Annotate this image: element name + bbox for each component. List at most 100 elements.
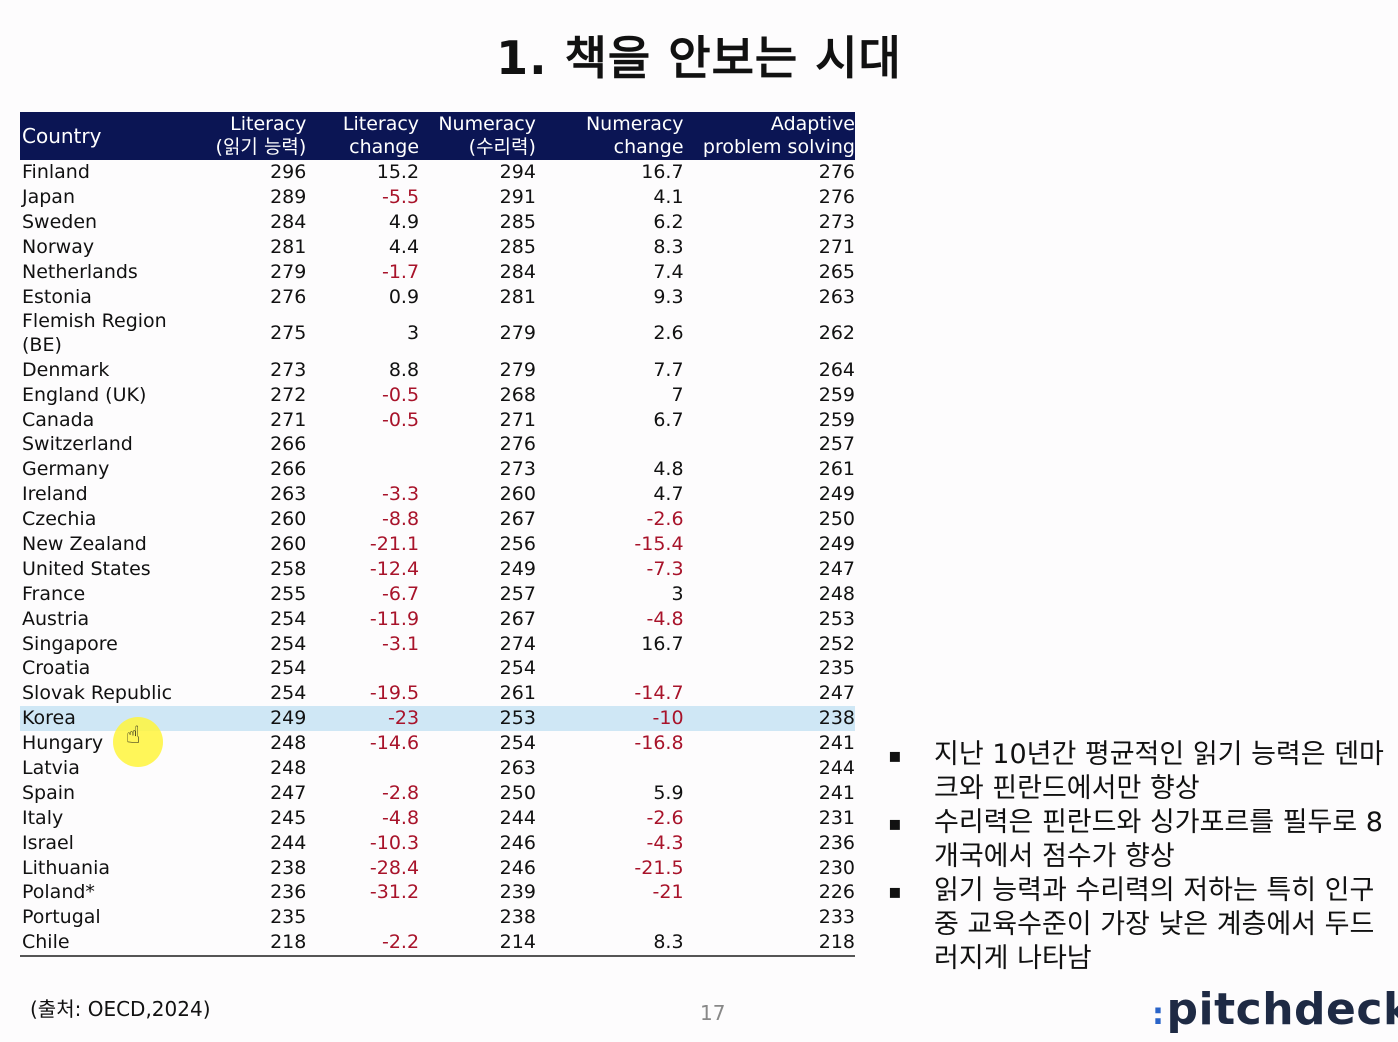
numeracy-cell: 257	[499, 582, 536, 605]
table-row: Flemish Region (BE) 275 3 279 2.6 262	[20, 309, 855, 357]
header-literacy-line1: Literacy	[230, 113, 307, 135]
literacy-cell: 245	[270, 806, 307, 829]
literacy-change-cell: -3.1	[381, 632, 420, 655]
literacy-change-cell: -14.6	[369, 732, 420, 755]
country-cell: Denmark	[22, 358, 110, 381]
literacy-cell: 248	[270, 732, 307, 755]
numeracy-cell: 279	[499, 358, 536, 381]
literacy-change-cell: -0.5	[381, 383, 420, 406]
numeracy-cell: 238	[499, 906, 536, 929]
adaptive-cell: 244	[818, 757, 855, 780]
numeracy-change-cell: 7.4	[653, 261, 684, 283]
header-numeracy-line1: Numeracy	[438, 113, 536, 135]
table-row: Singapore 254 -3.1 274 16.7 252	[20, 631, 855, 656]
numeracy-cell: 284	[499, 261, 536, 283]
cursor-highlight	[113, 717, 163, 767]
adaptive-cell: 218	[683, 929, 855, 957]
bullet-item: ▪ 지난 10년간 평균적인 읽기 능력은 덴마크와 핀란드에서만 향상	[888, 738, 1388, 806]
literacy-change-cell: -10.3	[369, 831, 420, 854]
adaptive-cell: 264	[818, 358, 855, 381]
table-row: Hungary 248 -14.6 254 -16.8 241	[20, 731, 855, 756]
numeracy-change-cell: -2.6	[646, 508, 684, 531]
numeracy-cell: 276	[499, 433, 536, 456]
table-row: Estonia 276 0.9 281 9.3 263	[20, 284, 855, 309]
literacy-cell: 284	[270, 211, 307, 234]
literacy-cell: 271	[270, 408, 307, 431]
numeracy-cell: 261	[499, 682, 536, 705]
table-row: Latvia 248 263 244	[20, 756, 855, 781]
numeracy-change-cell: 6.7	[653, 408, 684, 431]
table-row: Finland 296 15.2 294 16.7 276	[20, 160, 855, 185]
country-cell: Netherlands	[22, 261, 138, 283]
literacy-cell: 289	[270, 186, 307, 209]
numeracy-cell: 285	[499, 211, 536, 234]
numeracy-change-cell	[536, 756, 684, 781]
adaptive-cell: 276	[818, 161, 855, 184]
header-numeracy-change-line2: change	[613, 136, 684, 158]
literacy-cell: 279	[270, 261, 307, 283]
numeracy-cell: 294	[499, 161, 536, 184]
literacy-change-cell: -28.4	[369, 856, 420, 879]
literacy-cell: 276	[270, 285, 307, 308]
literacy-change-cell: -19.5	[369, 682, 420, 705]
country-cell: Korea	[20, 705, 212, 731]
literacy-cell: 266	[270, 433, 307, 456]
table-row: Croatia 254 254 235	[20, 656, 855, 681]
numeracy-change-cell: -10	[535, 705, 684, 731]
numeracy-change-cell: -2.6	[646, 806, 684, 829]
numeracy-change-cell	[536, 656, 684, 681]
country-cell: Germany	[22, 458, 110, 481]
table-row: New Zealand 260 -21.1 256 -15.4 249	[20, 532, 855, 557]
literacy-change-cell: -12.4	[369, 557, 420, 580]
literacy-change-cell: -6.7	[381, 582, 420, 605]
literacy-change-cell	[306, 656, 419, 681]
literacy-change-cell	[306, 432, 419, 457]
numeracy-change-cell: -15.4	[634, 533, 684, 556]
table-row: Spain 247 -2.8 250 5.9 241	[20, 780, 855, 805]
literacy-change-cell	[306, 457, 419, 482]
literacy-change-cell: -2.2	[306, 929, 420, 957]
country-cell: United States	[22, 557, 151, 580]
numeracy-cell: 253	[419, 705, 536, 731]
literacy-change-cell	[306, 756, 419, 781]
literacy-cell: 248	[270, 757, 307, 780]
literacy-cell: 244	[270, 831, 307, 854]
adaptive-cell: 247	[818, 557, 855, 580]
adaptive-cell: 247	[818, 682, 855, 705]
numeracy-cell: 271	[499, 408, 536, 431]
numeracy-cell: 281	[499, 285, 536, 308]
literacy-change-cell	[306, 905, 419, 930]
numeracy-change-cell: 8.3	[535, 929, 684, 957]
adaptive-cell: 241	[818, 781, 855, 804]
header-adaptive-line2: problem solving	[702, 136, 855, 158]
table-row: Ireland 263 -3.3 260 4.7 249	[20, 482, 855, 507]
table-row: Chile 218 -2.2 214 8.3 218	[20, 929, 855, 957]
table-row: Korea 249 -23 253 -10 238	[20, 705, 855, 731]
literacy-cell: 273	[270, 358, 307, 381]
header-country: Country	[20, 112, 212, 160]
numeracy-change-cell: -4.3	[646, 831, 684, 854]
country-cell: Hungary	[22, 732, 104, 755]
logo-text: pitchdeck	[1166, 984, 1398, 1035]
header-numeracy-line2: (수리력)	[468, 136, 536, 158]
adaptive-cell: 263	[818, 285, 855, 308]
table-row: Germany 266 273 4.8 261	[20, 457, 855, 482]
literacy-change-cell: 0.9	[388, 285, 420, 308]
numeracy-cell: 268	[499, 383, 536, 406]
country-cell: Chile	[20, 929, 212, 957]
country-cell: Poland*	[22, 881, 95, 904]
numeracy-cell: 214	[419, 929, 536, 957]
table-row: Austria 254 -11.9 267 -4.8 253	[20, 606, 855, 631]
literacy-change-cell: -8.8	[381, 508, 420, 531]
literacy-change-cell: -21.1	[369, 533, 420, 556]
adaptive-cell: 252	[818, 632, 855, 655]
country-cell: Sweden	[22, 211, 98, 234]
numeracy-cell: 249	[499, 557, 536, 580]
literacy-cell: 263	[270, 483, 307, 506]
numeracy-change-cell	[536, 432, 684, 457]
bullet-text: 지난 10년간 평균적인 읽기 능력은 덴마크와 핀란드에서만 향상	[934, 739, 1384, 804]
adaptive-cell: 250	[818, 508, 855, 531]
header-literacy-change: Literacy change	[306, 112, 420, 160]
numeracy-change-cell: 4.8	[653, 458, 684, 481]
country-cell: Norway	[22, 236, 95, 259]
